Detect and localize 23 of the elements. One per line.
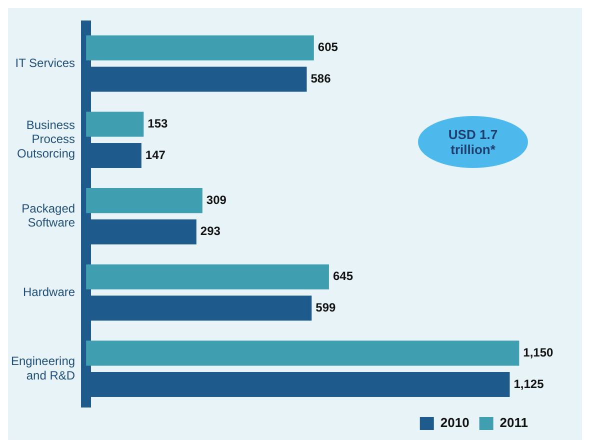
data-label: 599 xyxy=(316,300,336,314)
data-label: 605 xyxy=(318,40,338,54)
bar xyxy=(86,340,520,366)
bar xyxy=(86,188,202,214)
y-tick-label: Hardware xyxy=(23,284,76,299)
data-label: 309 xyxy=(206,192,227,207)
data-label: 645 xyxy=(332,269,354,284)
data-label: 586 xyxy=(310,72,332,86)
data-label: 147 xyxy=(145,148,166,162)
y-tick-label: Engineering and R&D xyxy=(10,354,76,382)
ellipse-badge: USD 1.7 trillion* xyxy=(418,116,528,168)
y-tick-label: IT Services xyxy=(15,56,76,70)
y-tick-label: Packaged Software xyxy=(22,201,76,230)
legend-label: 2011 xyxy=(500,415,528,430)
data-label: 293 xyxy=(200,224,221,238)
bar xyxy=(86,264,329,290)
bar xyxy=(86,112,144,137)
data-label: 1,150 xyxy=(523,346,554,360)
legend-label: 2010 xyxy=(440,415,470,430)
data-label: 153 xyxy=(148,116,168,131)
y-tick-label: Business Process Outsorcing xyxy=(17,118,76,161)
data-label: 1,125 xyxy=(514,376,544,391)
bar xyxy=(86,35,314,60)
